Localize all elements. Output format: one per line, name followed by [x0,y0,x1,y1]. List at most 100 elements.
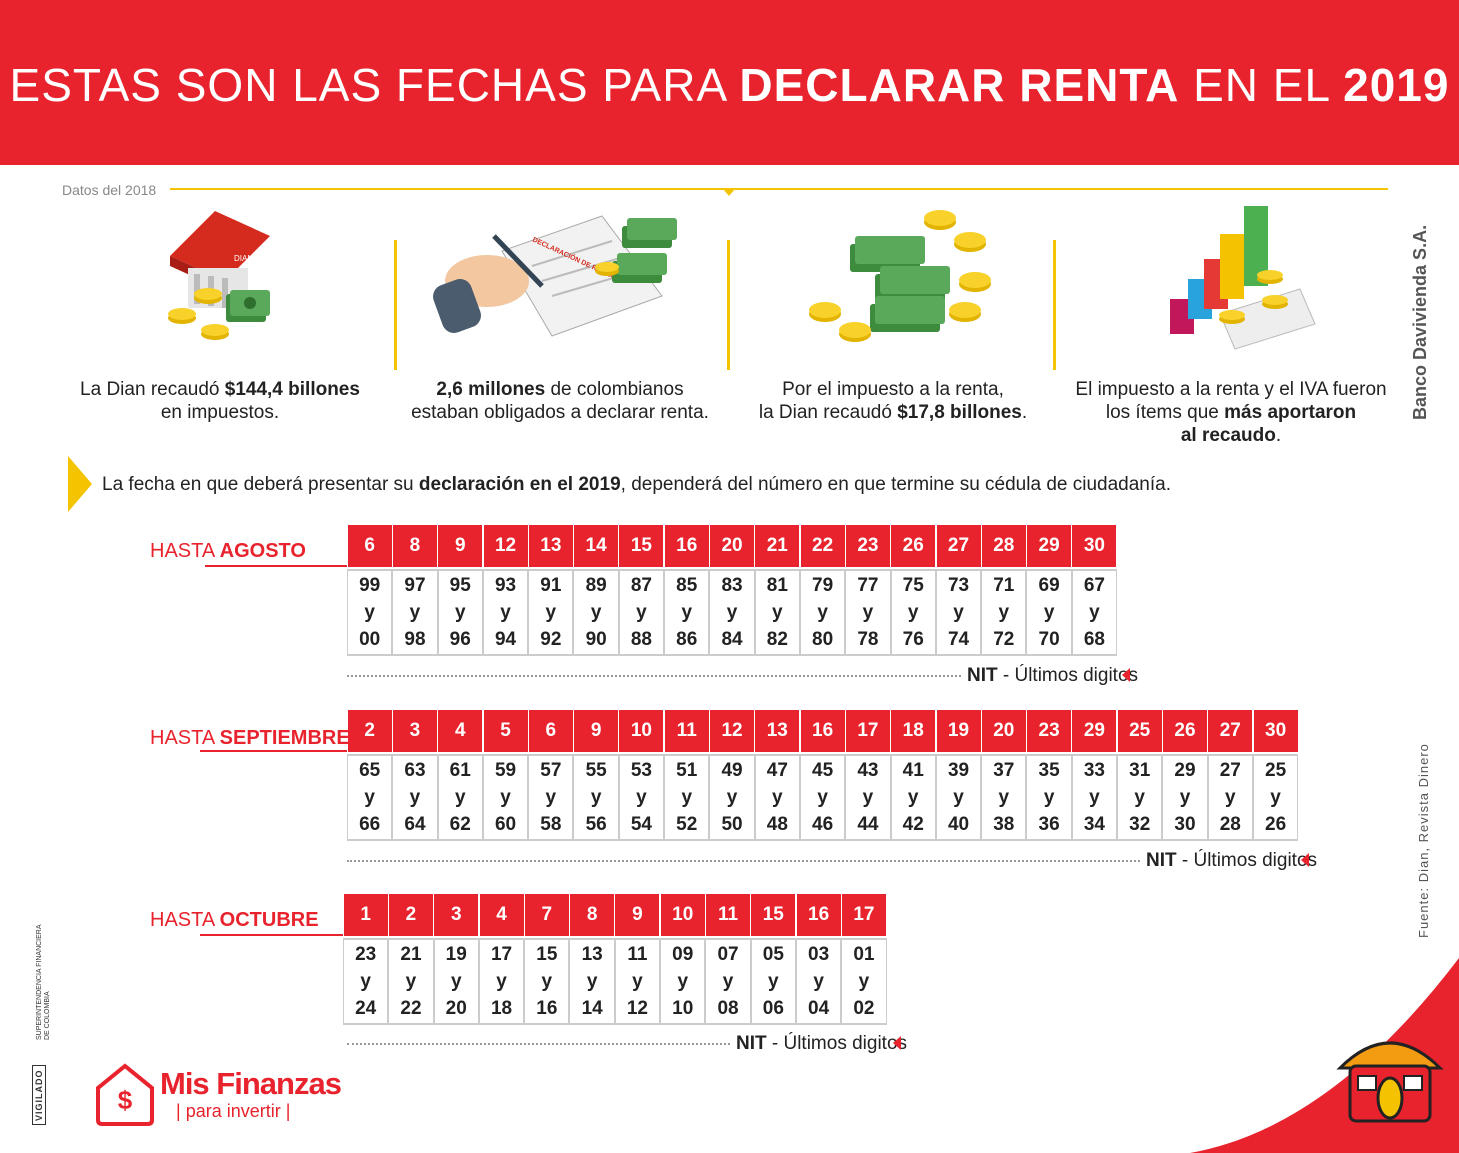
stat-value: más aportaron [1224,402,1357,423]
date-column: 4 17 y 18 [478,894,525,1025]
date-column: 13 47 y 48 [754,710,800,841]
digits-cell: 47 y 48 [754,754,800,841]
digits-value: 70 [1038,629,1060,650]
date-column: 29 69 y 70 [1026,525,1072,656]
digits-value: 25 [1265,760,1287,781]
digits-cell: 37 y 38 [981,754,1027,841]
day-cell: 10 [619,710,664,752]
digits-cell: 17 y 18 [478,938,525,1025]
digits-value: 18 [490,998,513,1019]
digits-value: 34 [1083,814,1105,835]
date-column: 23 35 y 36 [1026,710,1072,841]
digits-connector: y [364,787,375,808]
day-cell: 13 [528,525,573,567]
digits-value: 10 [672,998,694,1019]
digits-value: 27 [1219,760,1241,781]
digits-cell: 79 y 80 [799,569,846,656]
day-cell: 17 [845,710,890,752]
superintendencia-line-2: DE COLOMBIA [44,991,51,1040]
digits-connector: y [998,787,1010,808]
digits-connector: y [1134,787,1145,808]
date-column: 11 07 y 08 [705,894,751,1025]
digits-connector: y [590,602,602,623]
digits-cell: 61 y 62 [437,754,483,841]
digits-value: 93 [494,575,517,596]
day-cell: 4 [438,710,483,752]
digits-value: 66 [359,814,381,835]
dotted-line [347,860,1140,862]
page-title: ESTAS SON LAS FECHAS PARA DECLARAR RENTA… [0,58,1459,112]
date-column: 3 63 y 64 [392,710,438,841]
digits-value: 56 [585,814,607,835]
day-cell: 9 [615,894,660,936]
digits-connector: y [1043,602,1055,623]
digits-connector: y [862,602,874,623]
stat-text: en impuestos. [160,402,280,423]
day-cell: 26 [891,525,936,567]
datos-label: Datos del 2018 [62,182,157,198]
month-grid-octubre: 1 23 y 24 2 21 y 22 3 19 y 20 4 17 y 18 7 15 y 16 8 13 y 14 9 11 y… [343,894,887,1025]
digits-value: 19 [445,944,467,965]
day-cell: 25 [1117,710,1162,752]
day-cell: 10 [660,894,705,936]
day-cell: 3 [392,710,437,752]
digits-value: 78 [857,629,879,650]
stat-value: $144,4 billones [224,379,360,400]
day-cell: 16 [796,894,841,936]
date-column: 6 57 y 58 [528,710,574,841]
digits-cell: 91 y 92 [528,569,574,656]
digits-connector: y [953,787,964,808]
day-cell: 14 [574,525,619,567]
digits-value: 95 [449,575,471,596]
date-column: 20 83 y 84 [709,525,755,656]
day-cell: 8 [392,525,437,567]
digits-cell: 99 y 00 [347,569,393,656]
date-column: 29 33 y 34 [1071,710,1118,841]
date-column: 30 67 y 68 [1071,525,1118,656]
digits-value: 98 [404,629,426,650]
digits-value: 51 [676,760,698,781]
digits-connector: y [409,602,421,623]
digits-value: 13 [581,944,603,965]
tax-form-signing-icon: DECLARACIÓN DE RENTA [433,215,677,337]
digits-value: 21 [400,944,422,965]
source-label: Fuente: Dian, Revista Dinero [1416,743,1431,938]
nit-bold: NIT [736,1033,767,1054]
digits-value: 74 [947,629,970,650]
date-column: 14 89 y 90 [573,525,619,656]
date-column: 2 21 y 22 [388,894,434,1025]
digits-connector: y [768,971,779,992]
digits-connector: y [726,787,738,808]
nit-bold: NIT [967,665,998,686]
day-cell: 16 [800,710,845,752]
digits-cell: 93 y 94 [482,569,529,656]
digits-cell: 43 y 44 [845,754,891,841]
stat-renta-iva: El impuesto a la renta y el IVA fueron l… [1066,378,1396,447]
digits-connector: y [858,971,870,992]
digits-value: 02 [853,998,875,1019]
nit-legend: NIT - Últimos digitos [0,665,1459,686]
digits-connector: y [454,602,466,623]
digits-value: 55 [585,760,607,781]
mis-finanzas-logo-icon: $ [96,1063,154,1126]
month-label-agosto: HASTA AGOSTO [150,540,306,563]
digits-value: 33 [1083,760,1105,781]
digits-value: 15 [536,944,558,965]
digits-cell: 87 y 88 [618,569,665,656]
digits-cell: 01 y 02 [841,938,887,1025]
digits-cell: 19 y 20 [433,938,479,1025]
digits-connector: y [772,602,783,623]
nit-bold: NIT [1146,850,1177,871]
digits-value: 32 [1129,814,1151,835]
day-cell: 29 [1072,710,1117,752]
digits-value: 85 [676,575,698,596]
day-cell: 22 [800,525,845,567]
stat-text: El impuesto a la renta y el IVA fueron [1075,379,1387,400]
digits-cell: 13 y 14 [569,938,615,1025]
day-cell: 23 [845,525,890,567]
date-column: 16 85 y 86 [664,525,710,656]
digits-cell: 73 y 74 [935,569,982,656]
digits-value: 24 [355,998,377,1019]
digits-connector: y [545,787,557,808]
digits-connector: y [998,602,1010,623]
